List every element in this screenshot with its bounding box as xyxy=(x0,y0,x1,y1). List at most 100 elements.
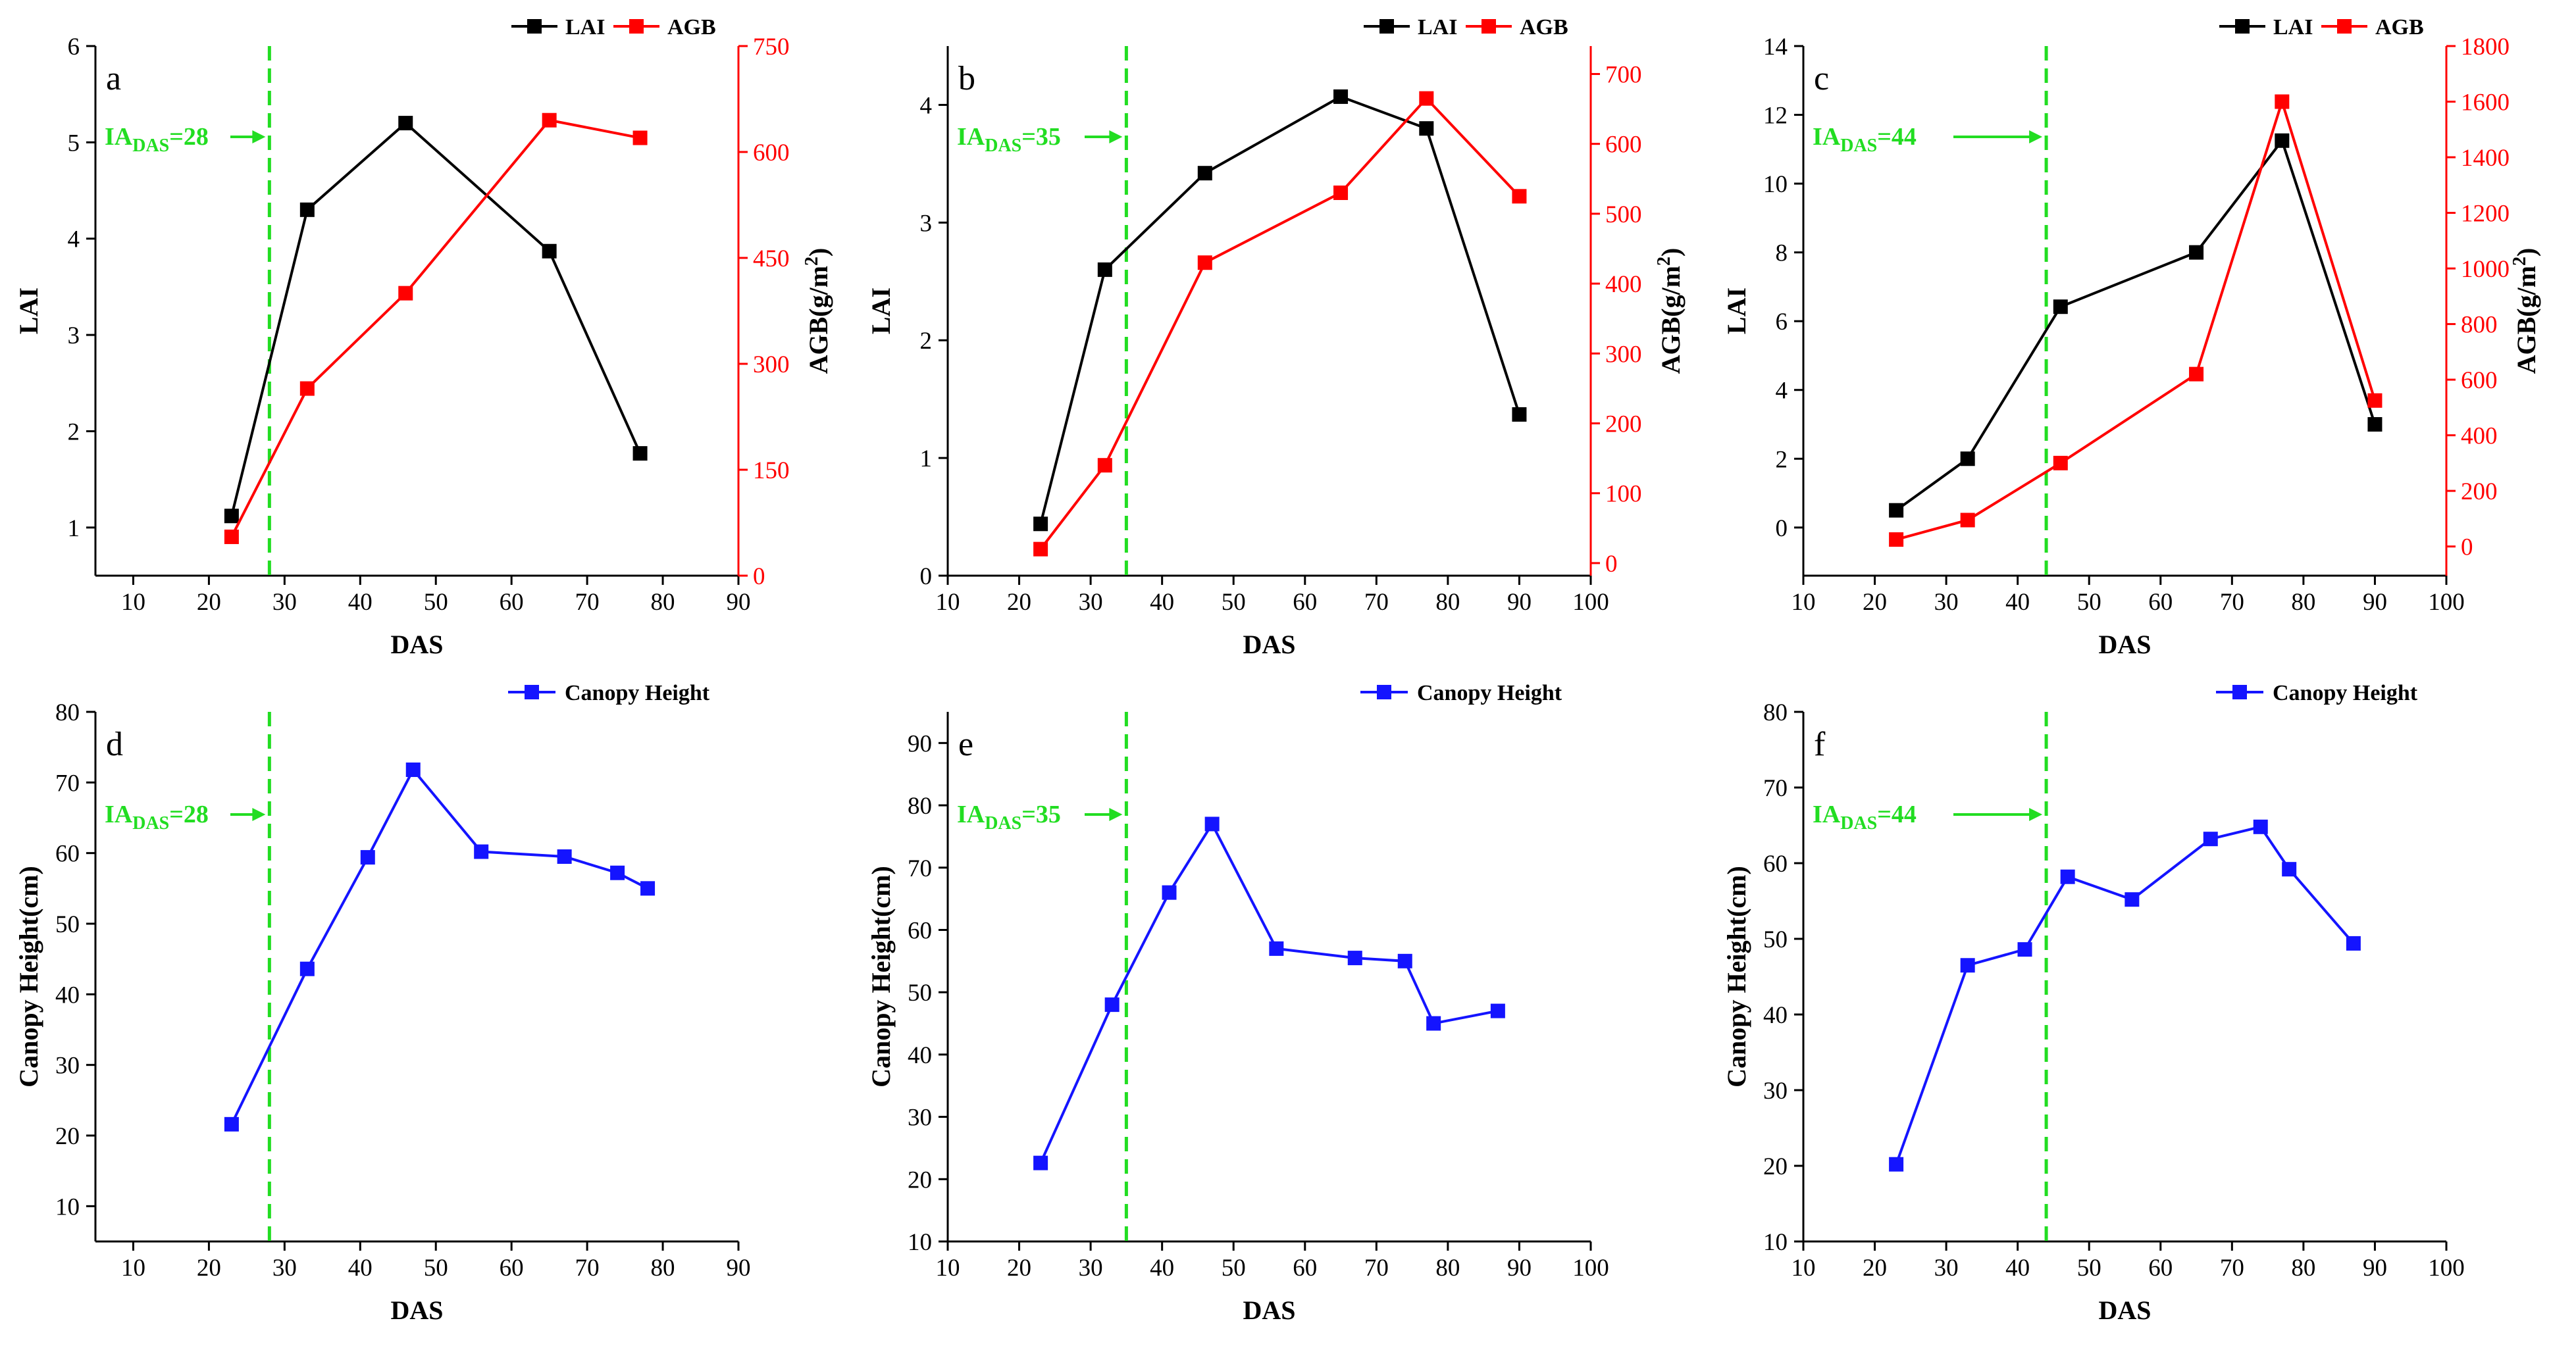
data-point-lai xyxy=(224,509,239,524)
data-point-agb xyxy=(1333,186,1349,201)
y2-tick-label: 700 xyxy=(1605,61,1642,88)
series-line-lai xyxy=(1039,95,1521,524)
panel-f: 10 20 30 40 50 60 70 80 90 100 10 20 30 40 50 60 70 80 DAS… xyxy=(1722,681,2465,1325)
x-tick-label: 20 xyxy=(197,1255,221,1282)
data-point-canopy-height xyxy=(2346,936,2361,951)
legend-marker-canopy-height xyxy=(1377,685,1391,699)
x-tick-label: 60 xyxy=(500,1255,524,1282)
x-tick-label: 10 xyxy=(936,1255,960,1282)
legend-label-lai: LAI xyxy=(2273,15,2313,39)
y-tick-label: 60 xyxy=(908,917,932,944)
legend-label-canopy-height: Canopy Height xyxy=(2273,681,2418,705)
ia-label: IADAS=35 xyxy=(957,801,1061,834)
x-tick-label: 50 xyxy=(424,1255,448,1282)
y2-tick-label: 1400 xyxy=(2461,145,2510,172)
y-tick-label: 90 xyxy=(908,730,932,757)
y2-tick-label: 150 xyxy=(753,457,790,484)
legend-marker-lai xyxy=(527,19,542,34)
data-point-canopy-height xyxy=(640,881,656,896)
x-tick-label: 90 xyxy=(1507,589,1532,616)
y-tick-label: 14 xyxy=(1763,34,1788,61)
data-point-canopy-height xyxy=(405,763,421,778)
data-point-agb xyxy=(542,113,557,128)
data-point-agb xyxy=(299,381,315,396)
x-tick-label: 60 xyxy=(1293,589,1317,616)
x-tick-label: 70 xyxy=(575,1255,600,1282)
legend-label-agb: AGB xyxy=(1520,15,1568,39)
series-line-canopy-height xyxy=(230,767,648,1125)
y-tick-label: 2 xyxy=(68,418,80,445)
y-tick-label: 4 xyxy=(1776,378,1788,405)
x-axis-title: DAS xyxy=(1243,630,1295,659)
data-point-canopy-height xyxy=(1490,1003,1505,1018)
data-point-agb xyxy=(1419,91,1434,106)
legend-marker-canopy-height xyxy=(525,685,539,699)
data-point-lai xyxy=(2053,299,2068,314)
data-point-canopy-height xyxy=(2253,819,2268,834)
data-point-canopy-height xyxy=(299,961,315,976)
legend-marker-agb xyxy=(629,19,644,34)
x-tick-label: 10 xyxy=(936,589,960,616)
ia-arrow-head xyxy=(2029,130,2043,143)
panel-a: 10 20 30 40 50 60 70 80 901234560150300450600750… xyxy=(14,15,833,659)
y-tick-label: 4 xyxy=(68,226,80,253)
y2-tick-label: 0 xyxy=(2461,534,2473,561)
x-tick-label: 80 xyxy=(651,1255,675,1282)
x-tick-label: 70 xyxy=(1364,589,1389,616)
y-tick-label: 1 xyxy=(68,515,80,542)
y2-tick-label: 0 xyxy=(1605,551,1618,578)
y-tick-label: 2 xyxy=(1776,446,1788,473)
data-point-canopy-height xyxy=(557,849,572,864)
data-point-canopy-height xyxy=(1960,958,1975,973)
ia-arrow-head xyxy=(1109,130,1123,143)
legend-marker-agb xyxy=(2337,19,2352,34)
data-point-agb xyxy=(2367,393,2383,408)
data-point-agb xyxy=(1197,255,1212,270)
y2-tick-label: 1200 xyxy=(2461,201,2510,228)
series-line-agb xyxy=(1039,96,1520,550)
legend-marker-lai xyxy=(2235,19,2250,34)
panel-c: 10 20 30 40 50 60 70 80 90 1000246810121402004006… xyxy=(1722,15,2541,659)
y-tick-label: 3 xyxy=(920,210,933,237)
data-point-agb xyxy=(1097,458,1112,473)
x-tick-label: 40 xyxy=(1150,1255,1174,1282)
ia-label: IADAS=44 xyxy=(1813,801,1917,834)
y-tick-label: 20 xyxy=(55,1123,80,1150)
y2-tick-label: 200 xyxy=(1605,411,1642,438)
panel-d: 10 20 30 40 50 60 70 80 90 10 20 30 40 50 60 70 80 DAS Can… xyxy=(14,681,751,1325)
x-tick-label: 90 xyxy=(1507,1255,1532,1282)
x-tick-label: 90 xyxy=(2363,1255,2387,1282)
data-point-canopy-height xyxy=(2282,862,2297,877)
x-tick-label: 80 xyxy=(2291,589,2315,616)
data-point-lai xyxy=(1197,166,1212,181)
x-axis-title: DAS xyxy=(390,1295,443,1325)
x-axis-title: DAS xyxy=(2098,1295,2151,1325)
x-tick-label: 20 xyxy=(197,589,221,616)
x-tick-label: 10 xyxy=(121,589,145,616)
y-tick-label: 10 xyxy=(908,1229,932,1256)
x-axis-title: DAS xyxy=(1243,1295,1295,1325)
x-tick-label: 40 xyxy=(348,589,373,616)
ia-label: IADAS=35 xyxy=(957,123,1061,156)
y-tick-label: 40 xyxy=(908,1042,932,1069)
y-tick-label: 1 xyxy=(920,445,933,472)
x-tick-label: 30 xyxy=(1934,589,1959,616)
x-tick-label: 50 xyxy=(2077,589,2101,616)
y-tick-label: 20 xyxy=(908,1166,932,1193)
x-tick-label: 30 xyxy=(1079,1255,1103,1282)
y2-tick-label: 1800 xyxy=(2461,34,2510,61)
x-tick-label: 40 xyxy=(2005,1255,2030,1282)
x-tick-label: 50 xyxy=(1222,589,1246,616)
x-tick-label: 40 xyxy=(2005,589,2030,616)
series-line-agb xyxy=(1895,97,2377,541)
y2-tick-label: 1000 xyxy=(2461,256,2510,283)
data-point-canopy-height xyxy=(1397,953,1412,968)
data-point-agb xyxy=(2189,366,2204,382)
x-tick-label: 70 xyxy=(1364,1255,1389,1282)
y-tick-label: 3 xyxy=(68,322,80,349)
y2-axis-title: AGB(g/m2) xyxy=(802,248,834,374)
panel-letter: f xyxy=(1814,726,1826,763)
y-tick-label: 30 xyxy=(908,1105,932,1132)
data-point-canopy-height xyxy=(2203,832,2218,847)
